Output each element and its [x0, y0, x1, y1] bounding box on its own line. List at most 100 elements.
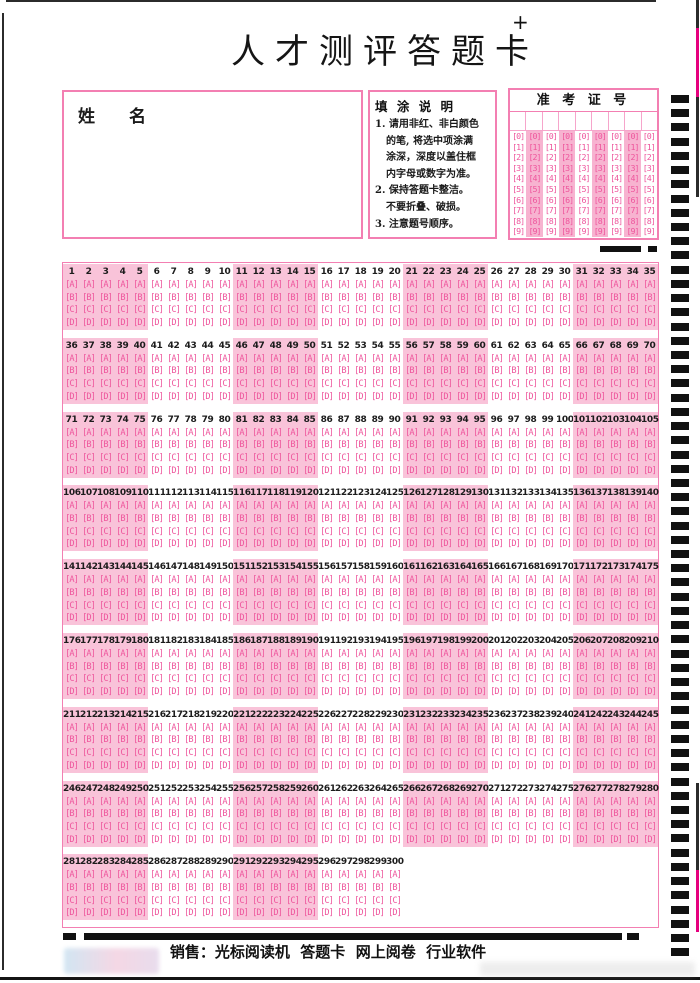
answer-bubble[interactable]: [C] [286, 305, 300, 316]
answer-bubble[interactable]: [C] [235, 674, 249, 685]
answer-bubble[interactable]: [D] [439, 687, 453, 698]
answer-bubble[interactable]: [C] [422, 526, 436, 537]
answer-bubble[interactable]: [B] [99, 440, 113, 451]
answer-bubble[interactable]: [B] [252, 883, 266, 894]
answer-bubble[interactable]: [D] [218, 391, 232, 402]
answer-bubble[interactable]: [B] [286, 661, 300, 672]
answer-bubble[interactable]: [B] [541, 366, 555, 377]
answer-bubble[interactable]: [A] [490, 575, 504, 586]
answer-bubble[interactable]: [A] [337, 280, 351, 290]
answer-bubble[interactable]: [A] [82, 427, 96, 438]
answer-bubble[interactable]: [B] [252, 735, 266, 746]
answer-bubble[interactable]: [B] [422, 440, 436, 451]
answer-bubble[interactable]: [A] [286, 575, 300, 586]
answer-bubble[interactable]: [D] [337, 539, 351, 550]
answer-bubble[interactable]: [B] [201, 809, 215, 820]
answer-bubble[interactable]: [A] [235, 280, 249, 290]
answer-bubble[interactable]: [B] [303, 809, 317, 820]
answer-bubble[interactable]: [D] [490, 760, 504, 771]
answer-bubble[interactable]: [A] [150, 575, 164, 586]
answer-bubble[interactable]: [B] [133, 661, 147, 672]
answer-bubble[interactable]: [A] [65, 353, 79, 364]
answer-bubble[interactable]: [C] [388, 748, 402, 759]
answer-bubble[interactable]: [C] [473, 674, 487, 685]
digit-bubble[interactable]: [4] [610, 173, 623, 184]
answer-bubble[interactable]: [C] [558, 674, 572, 685]
answer-bubble[interactable]: [A] [643, 427, 657, 438]
answer-bubble[interactable]: [B] [354, 587, 368, 598]
answer-bubble[interactable]: [C] [116, 452, 130, 463]
answer-bubble[interactable]: [A] [456, 649, 470, 659]
answer-bubble[interactable]: [D] [388, 834, 402, 845]
answer-bubble[interactable]: [C] [490, 379, 504, 390]
answer-bubble[interactable]: [D] [235, 318, 249, 329]
answer-bubble[interactable]: [B] [405, 587, 419, 598]
answer-bubble[interactable]: [B] [303, 514, 317, 525]
answer-bubble[interactable]: [D] [439, 834, 453, 845]
answer-bubble[interactable]: [C] [609, 526, 623, 537]
answer-bubble[interactable]: [A] [558, 427, 572, 438]
answer-bubble[interactable]: [D] [558, 760, 572, 771]
answer-bubble[interactable]: [D] [303, 391, 317, 402]
digit-bubble[interactable]: [3] [561, 162, 574, 173]
answer-bubble[interactable]: [C] [269, 379, 283, 390]
answer-bubble[interactable]: [C] [439, 305, 453, 316]
answer-bubble[interactable]: [A] [116, 649, 130, 659]
answer-bubble[interactable]: [C] [65, 895, 79, 906]
answer-bubble[interactable]: [A] [354, 796, 368, 807]
answer-bubble[interactable]: [D] [473, 613, 487, 624]
answer-bubble[interactable]: [B] [133, 809, 147, 820]
answer-bubble[interactable]: [D] [371, 834, 385, 845]
answer-bubble[interactable]: [C] [337, 821, 351, 832]
answer-bubble[interactable]: [D] [507, 760, 521, 771]
answer-bubble[interactable]: [C] [235, 821, 249, 832]
answer-bubble[interactable]: [D] [490, 539, 504, 550]
answer-bubble[interactable]: [B] [269, 883, 283, 894]
answer-bubble[interactable]: [C] [218, 526, 232, 537]
answer-bubble[interactable]: [B] [473, 292, 487, 303]
digit-bubble[interactable]: [8] [642, 215, 656, 226]
digit-bubble[interactable]: [8] [561, 215, 574, 226]
answer-bubble[interactable]: [D] [371, 760, 385, 771]
answer-bubble[interactable]: [C] [286, 379, 300, 390]
answer-bubble[interactable]: [C] [626, 452, 640, 463]
answer-bubble[interactable]: [C] [320, 674, 334, 685]
answer-bubble[interactable]: [D] [150, 834, 164, 845]
answer-bubble[interactable]: [A] [439, 427, 453, 438]
answer-bubble[interactable]: [A] [609, 575, 623, 586]
answer-bubble[interactable]: [B] [575, 587, 589, 598]
answer-bubble[interactable]: [B] [507, 440, 521, 451]
answer-bubble[interactable]: [D] [524, 613, 538, 624]
answer-bubble[interactable]: [A] [643, 280, 657, 290]
answer-bubble[interactable]: [D] [269, 687, 283, 698]
answer-bubble[interactable]: [D] [439, 613, 453, 624]
answer-bubble[interactable]: [A] [252, 501, 266, 512]
answer-bubble[interactable]: [D] [99, 391, 113, 402]
answer-bubble[interactable]: [C] [439, 748, 453, 759]
answer-bubble[interactable]: [A] [405, 280, 419, 290]
answer-bubble[interactable]: [C] [99, 452, 113, 463]
answer-bubble[interactable]: [A] [167, 796, 181, 807]
answer-bubble[interactable]: [C] [575, 305, 589, 316]
answer-bubble[interactable]: [D] [388, 760, 402, 771]
answer-bubble[interactable]: [B] [422, 661, 436, 672]
answer-bubble[interactable]: [A] [490, 796, 504, 807]
answer-bubble[interactable]: [C] [592, 379, 606, 390]
answer-bubble[interactable]: [B] [82, 661, 96, 672]
answer-bubble[interactable]: [B] [99, 883, 113, 894]
digit-bubble[interactable]: [8] [544, 215, 558, 226]
answer-bubble[interactable]: [A] [116, 796, 130, 807]
answer-bubble[interactable]: [A] [609, 796, 623, 807]
answer-bubble[interactable]: [D] [201, 760, 215, 771]
answer-bubble[interactable]: [B] [252, 661, 266, 672]
answer-bubble[interactable]: [C] [167, 305, 181, 316]
answer-bubble[interactable]: [D] [303, 539, 317, 550]
answer-bubble[interactable]: [D] [235, 687, 249, 698]
answer-bubble[interactable]: [A] [269, 427, 283, 438]
answer-bubble[interactable]: [A] [99, 870, 113, 881]
answer-bubble[interactable]: [D] [99, 834, 113, 845]
answer-bubble[interactable]: [B] [643, 735, 657, 746]
answer-bubble[interactable]: [B] [82, 587, 96, 598]
answer-bubble[interactable]: [A] [82, 575, 96, 586]
answer-bubble[interactable]: [C] [201, 895, 215, 906]
